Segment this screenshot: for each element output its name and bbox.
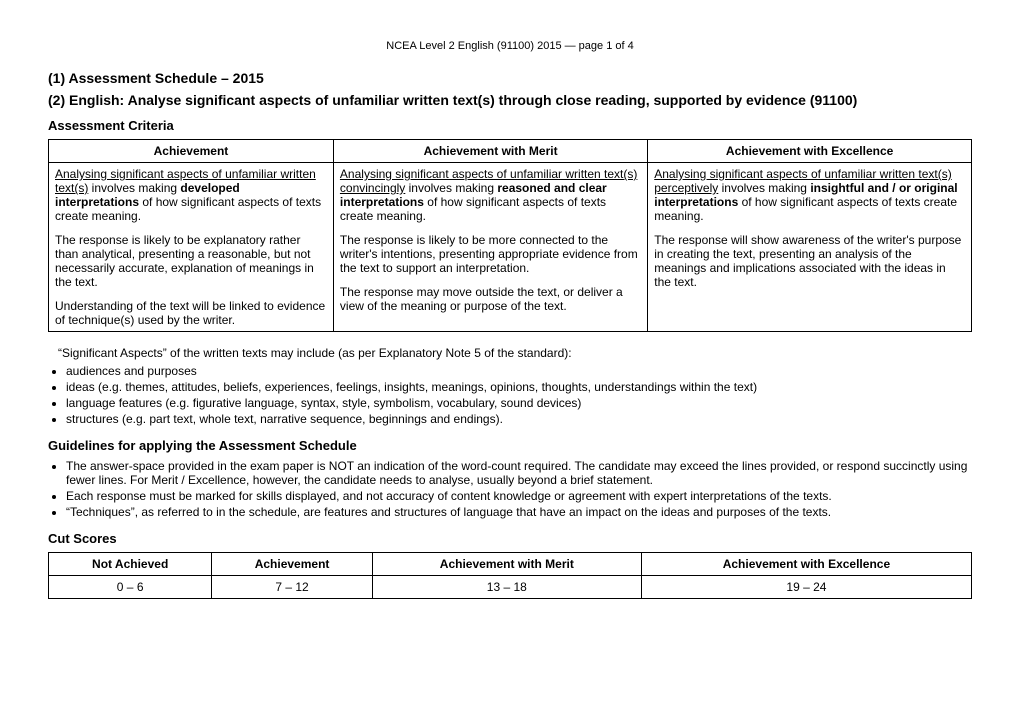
para: The response is likely to be more connec… [340, 233, 641, 275]
col-achievement: Achievement [212, 553, 372, 576]
col-excellence: Achievement with Excellence [648, 140, 972, 163]
page-header: NCEA Level 2 English (91100) 2015 — page… [48, 40, 972, 52]
col-not-achieved: Not Achieved [49, 553, 212, 576]
para: The response will show awareness of the … [654, 233, 965, 289]
text: involves making [405, 181, 497, 195]
criteria-table: Achievement Achievement with Merit Achie… [48, 139, 972, 332]
cut-scores-table: Not Achieved Achievement Achievement wit… [48, 552, 972, 599]
text: involves making [718, 181, 810, 195]
cell: 0 – 6 [49, 576, 212, 599]
list-item: The answer-space provided in the exam pa… [66, 459, 972, 487]
table-row: 0 – 6 7 – 12 13 – 18 19 – 24 [49, 576, 972, 599]
heading-guidelines: Guidelines for applying the Assessment S… [48, 438, 972, 453]
para: The response may move outside the text, … [340, 285, 641, 313]
aspects-intro: “Significant Aspects” of the written tex… [58, 346, 972, 360]
heading-standard: (2) English: Analyse significant aspects… [48, 92, 972, 108]
cell-excellence: Analysing significant aspects of unfamil… [648, 163, 972, 332]
col-merit: Achievement with Merit [372, 553, 641, 576]
heading-criteria: Assessment Criteria [48, 118, 972, 133]
guidelines-list: The answer-space provided in the exam pa… [48, 459, 972, 519]
list-item: language features (e.g. figurative langu… [66, 396, 972, 410]
cell: 7 – 12 [212, 576, 372, 599]
table-header-row: Not Achieved Achievement Achievement wit… [49, 553, 972, 576]
list-item: Each response must be marked for skills … [66, 489, 972, 503]
col-excellence: Achievement with Excellence [641, 553, 971, 576]
col-achievement: Achievement [49, 140, 334, 163]
cell: 13 – 18 [372, 576, 641, 599]
text: involves making [88, 181, 180, 195]
cell-achievement: Analysing significant aspects of unfamil… [49, 163, 334, 332]
table-row: Analysing significant aspects of unfamil… [49, 163, 972, 332]
heading-cut-scores: Cut Scores [48, 531, 972, 546]
cell-merit: Analysing significant aspects of unfamil… [333, 163, 647, 332]
heading-schedule: (1) Assessment Schedule – 2015 [48, 70, 972, 86]
para: The response is likely to be explanatory… [55, 233, 327, 289]
cell: 19 – 24 [641, 576, 971, 599]
para: Understanding of the text will be linked… [55, 299, 327, 327]
list-item: audiences and purposes [66, 364, 972, 378]
col-merit: Achievement with Merit [333, 140, 647, 163]
list-item: structures (e.g. part text, whole text, … [66, 412, 972, 426]
aspects-list: audiences and purposes ideas (e.g. theme… [48, 364, 972, 426]
list-item: “Techniques”, as referred to in the sche… [66, 505, 972, 519]
list-item: ideas (e.g. themes, attitudes, beliefs, … [66, 380, 972, 394]
table-header-row: Achievement Achievement with Merit Achie… [49, 140, 972, 163]
